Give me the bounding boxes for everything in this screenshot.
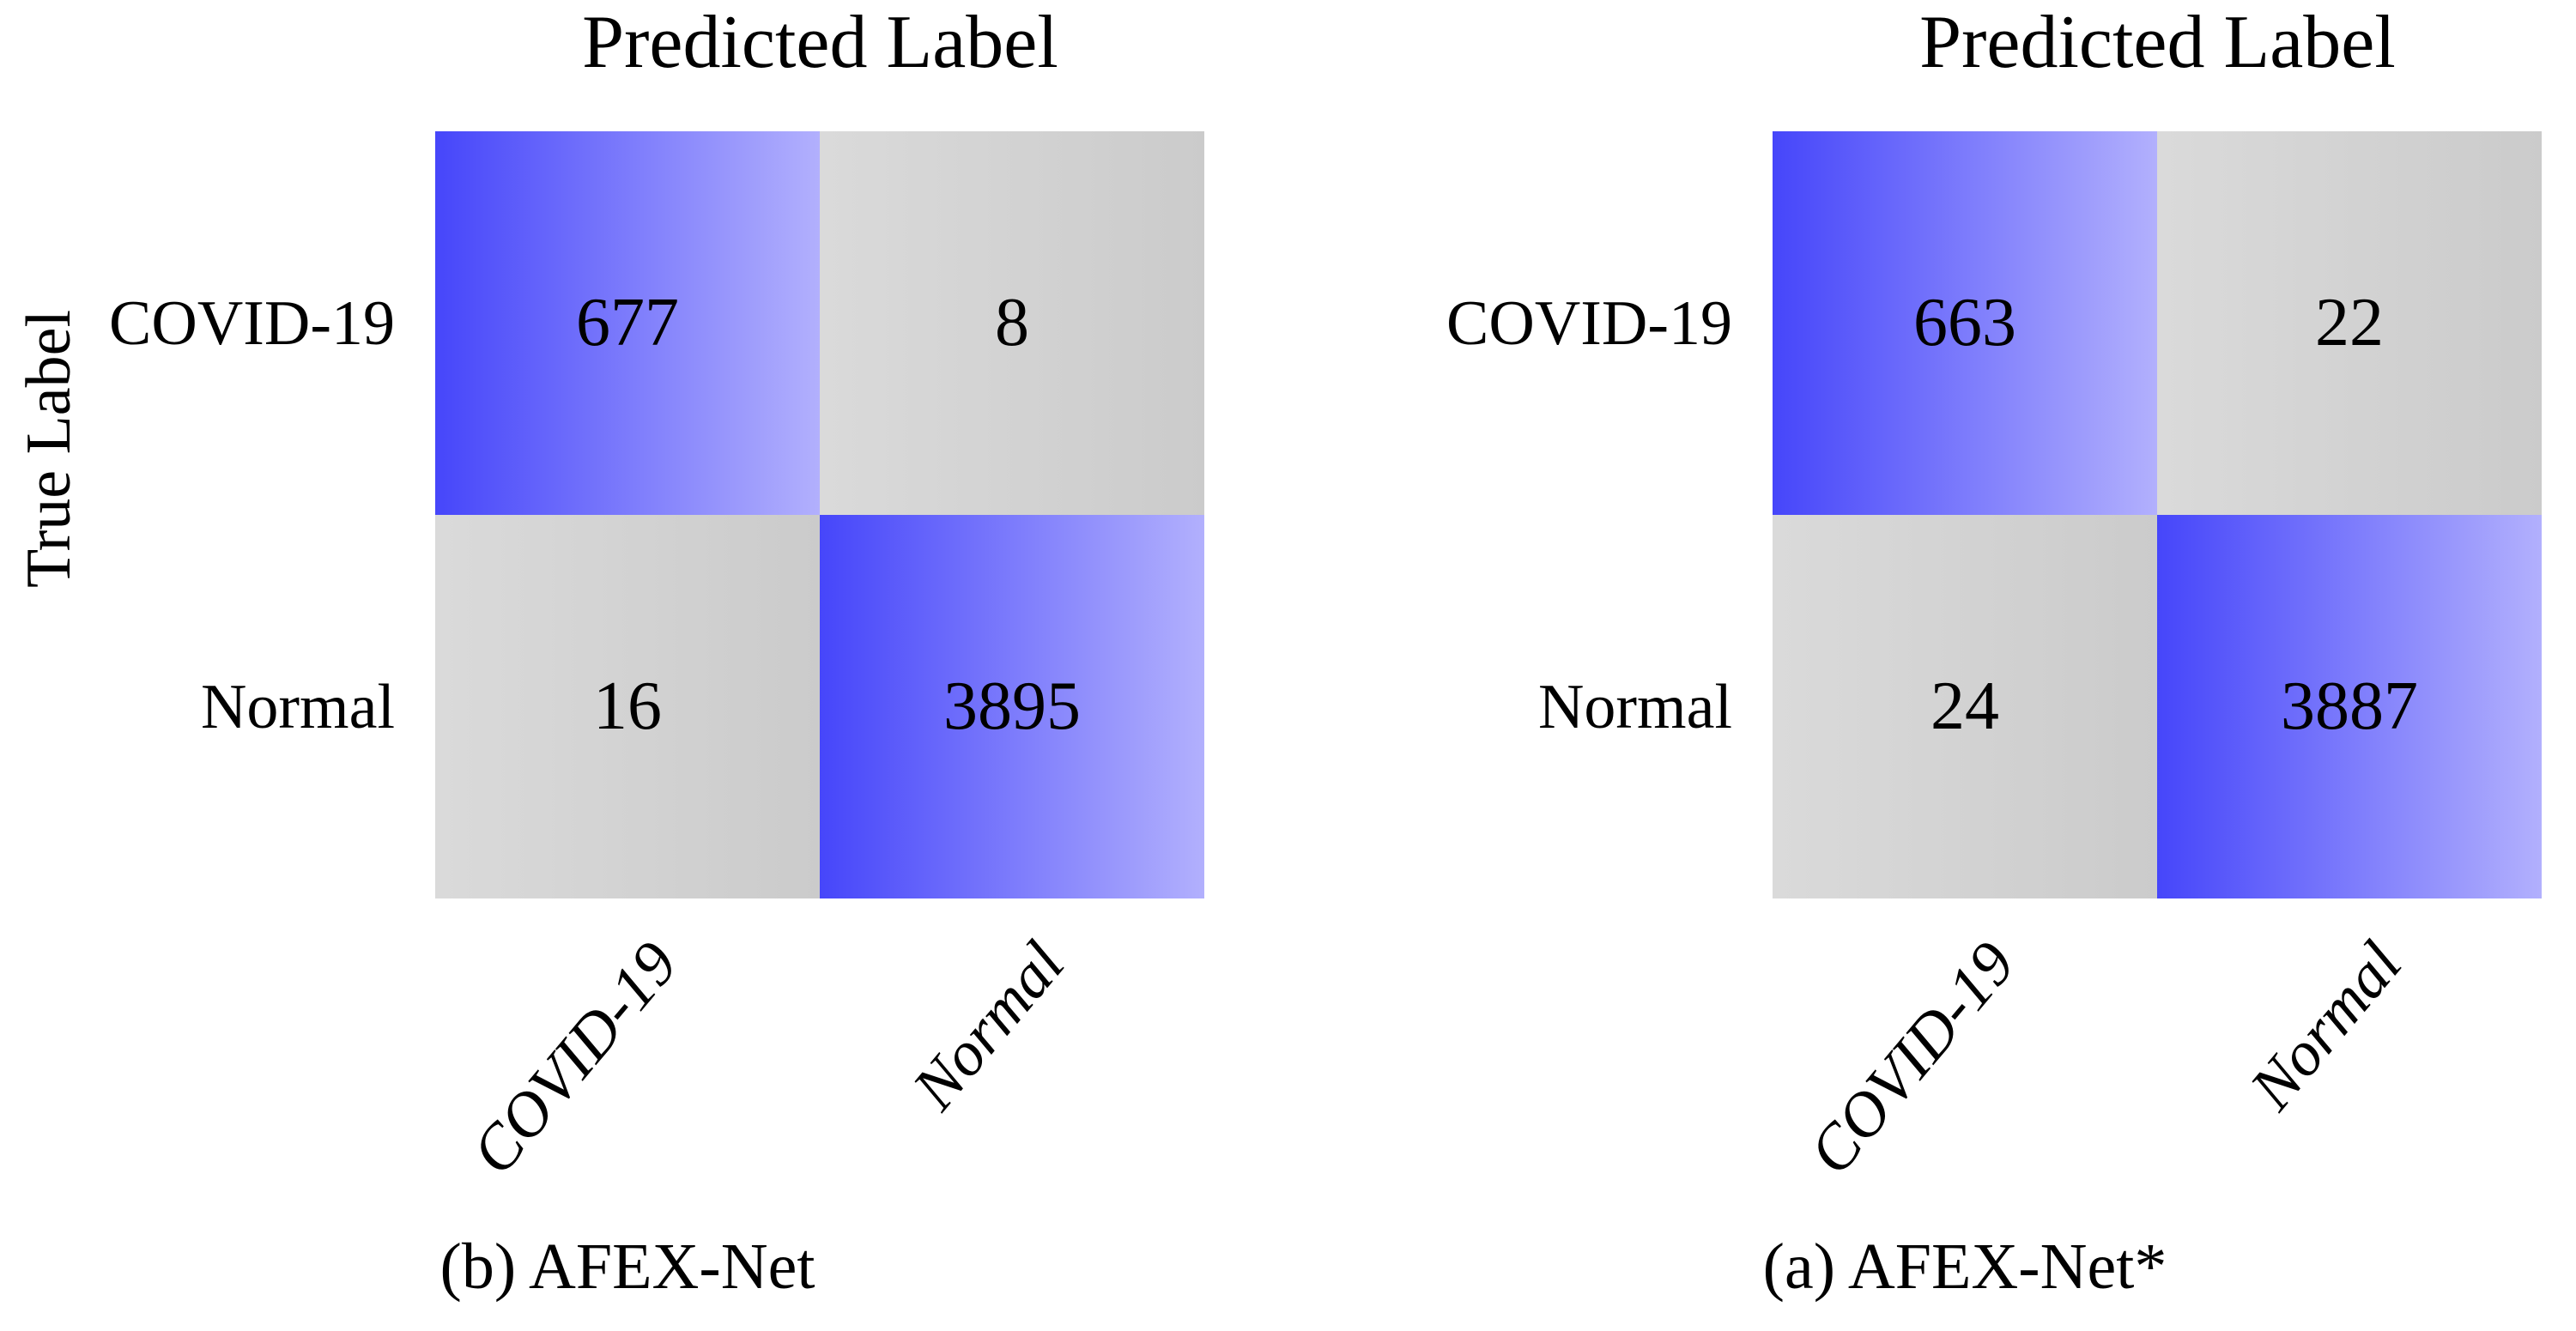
row-label-normal: Normal	[200, 672, 395, 742]
panel-afex-net: Predicted Label True Label COVID-19 Norm…	[0, 0, 1239, 1331]
subfigure-caption-b: (b) AFEX-Net	[439, 1231, 815, 1303]
subfigure-caption-a: (a) AFEX-Net*	[1762, 1231, 2167, 1303]
matrix-cell-true-normal-pred-covid: 16	[435, 515, 820, 898]
row-label-normal: Normal	[1537, 672, 1732, 742]
row-label-covid19: COVID-19	[109, 288, 395, 359]
matrix-cell-true-covid-pred-normal: 8	[820, 131, 1204, 515]
predicted-label-title: Predicted Label	[582, 1, 1058, 84]
row-label-covid19: COVID-19	[1446, 288, 1732, 359]
predicted-label-title: Predicted Label	[1919, 1, 2396, 84]
true-label-axis-label: True Label	[14, 309, 84, 589]
col-label-covid19: COVID-19	[458, 929, 692, 1188]
col-label-covid19: COVID-19	[1796, 929, 2029, 1188]
panel-afex-net-star: Predicted Label COVID-19 Normal 663 22 2…	[1337, 0, 2576, 1331]
matrix-cell-true-covid-pred-covid: 663	[1773, 131, 2157, 515]
matrix-cell-true-normal-pred-normal: 3895	[820, 515, 1204, 898]
matrix-cell-true-covid-pred-covid: 677	[435, 131, 820, 515]
matrix-cell-true-normal-pred-covid: 24	[1773, 515, 2157, 898]
col-label-normal: Normal	[2236, 929, 2415, 1123]
matrix-cell-true-covid-pred-normal: 22	[2157, 131, 2542, 515]
matrix-cell-true-normal-pred-normal: 3887	[2157, 515, 2542, 898]
col-label-normal: Normal	[899, 929, 1078, 1123]
